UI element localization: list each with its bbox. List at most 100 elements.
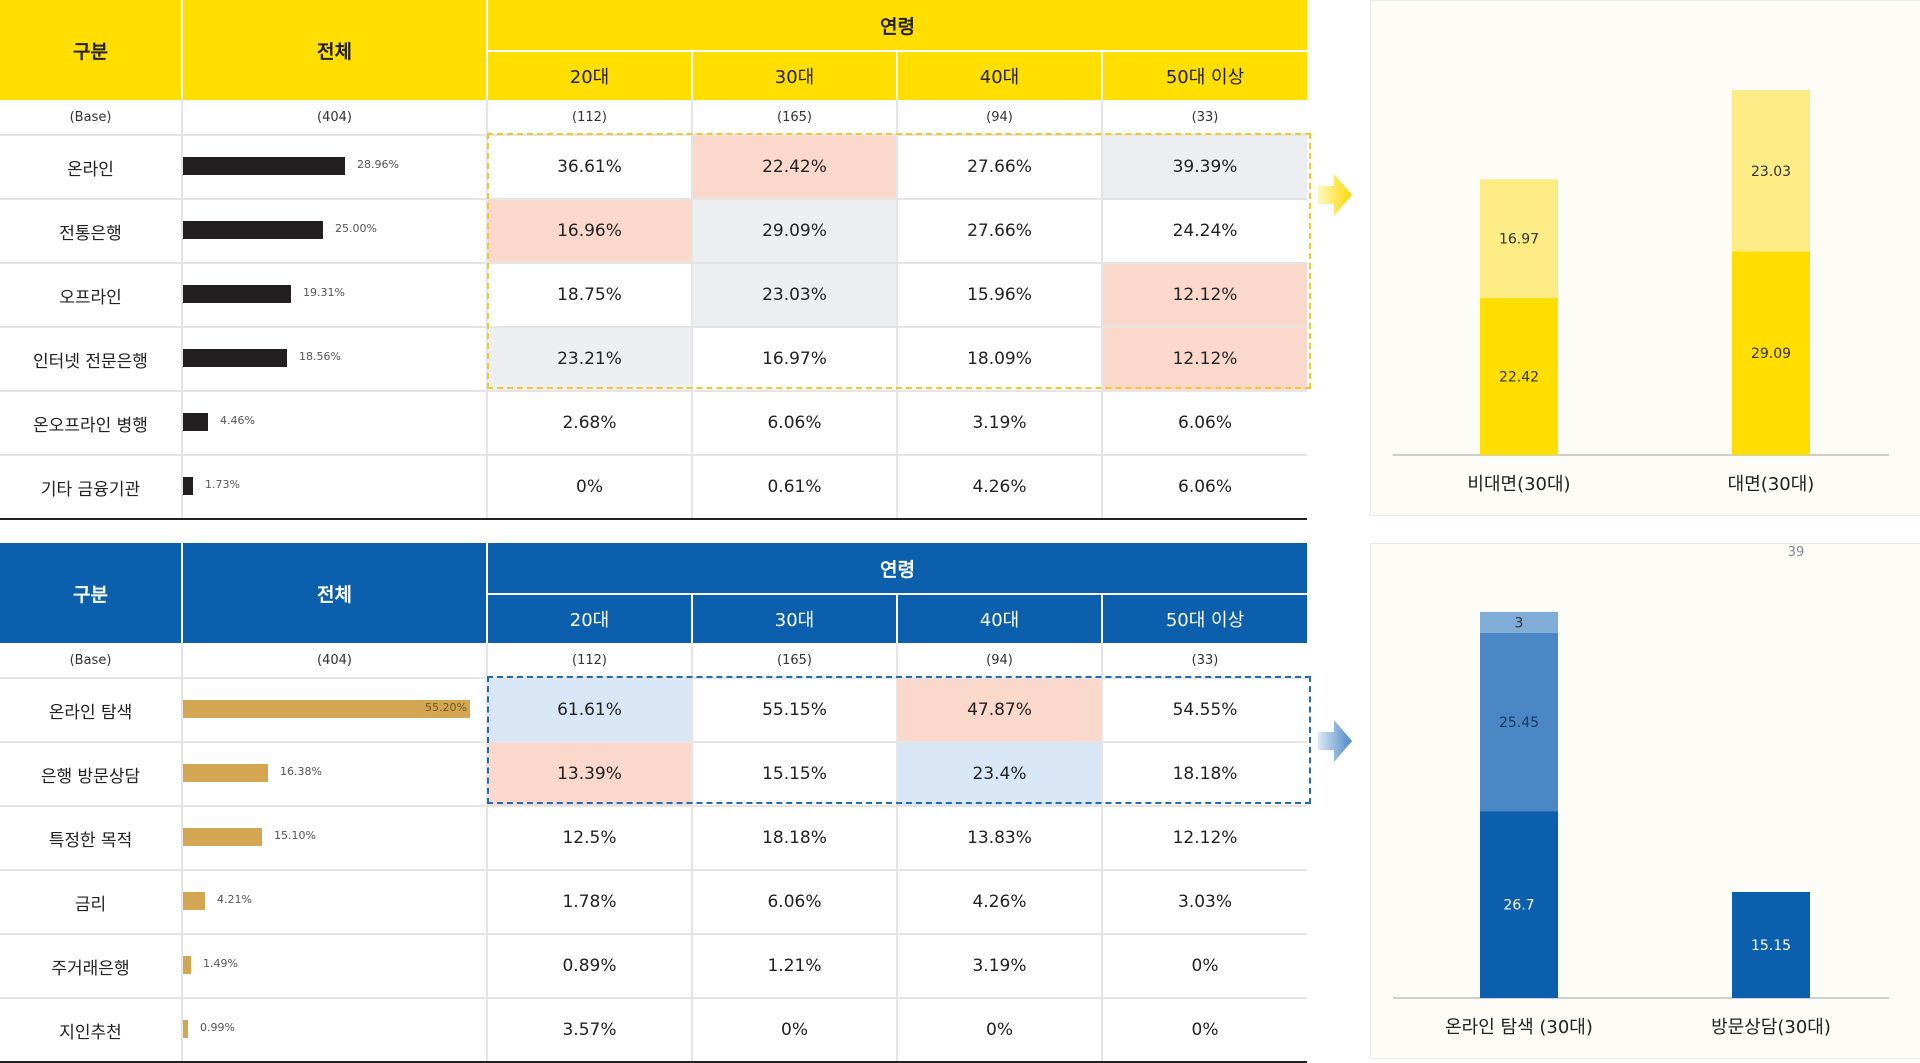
age-cell: 13.39% bbox=[486, 742, 692, 807]
age-cell: 0.89% bbox=[486, 934, 692, 999]
total-bar-value: 1.49% bbox=[203, 957, 238, 970]
total-bar bbox=[183, 764, 268, 782]
header-age-group: 연령 bbox=[487, 543, 1308, 594]
total-bar-cell: 1.49% bbox=[181, 934, 487, 999]
table-row: 기타 금융기관 1.73% 0% 0.61% 4.26% 6.06% bbox=[0, 455, 1308, 520]
total-bar-cell: 1.73% bbox=[181, 455, 487, 520]
base-50s-plus: (33) bbox=[1100, 100, 1308, 136]
header-age-30s: 30대 bbox=[691, 50, 897, 100]
age-cell: 0% bbox=[486, 455, 692, 520]
age-cell: 55.15% bbox=[691, 678, 897, 743]
age-cell: 16.97% bbox=[691, 327, 897, 392]
age-cell: 0% bbox=[1100, 934, 1308, 999]
total-bar-value: 1.73% bbox=[205, 478, 240, 491]
age-cell: 39.39% bbox=[1100, 135, 1308, 200]
age-cell: 6.06% bbox=[1100, 391, 1308, 456]
base-row: (Base) (404) (112) (165) (94) (33) bbox=[0, 643, 1308, 679]
total-bar-value: 0.99% bbox=[200, 1021, 235, 1034]
total-bar-value: 4.46% bbox=[220, 414, 255, 427]
age-cell: 12.12% bbox=[1100, 806, 1308, 871]
base-40s: (94) bbox=[896, 643, 1102, 679]
total-bar bbox=[183, 892, 205, 910]
bar-value-label: 29.09 bbox=[1751, 346, 1791, 362]
table-row: 온라인 탐색 55.20% 61.61% 55.15% 47.87% 54.55% bbox=[0, 678, 1308, 743]
total-bar-cell: 55.20% bbox=[181, 678, 487, 743]
category-label: 온라인 탐색 (30대) bbox=[1445, 1017, 1593, 1038]
age-cell: 23.4% bbox=[896, 742, 1102, 807]
stacked-bar-chart-blue: 26.7 25.45 3 온라인 탐색 (30대) 15.15 방문상담(30대) 39 bbox=[1393, 545, 1889, 1038]
header-category: 구분 bbox=[0, 543, 183, 643]
header-age-50s-plus: 50대 이상 bbox=[1100, 593, 1308, 643]
age-cell: 27.66% bbox=[896, 135, 1102, 200]
age-cell: 6.06% bbox=[691, 870, 897, 935]
base-40s: (94) bbox=[896, 100, 1102, 136]
age-cell: 15.96% bbox=[896, 263, 1102, 328]
table-row: 온오프라인 병행 4.46% 2.68% 6.06% 3.19% 6.06% bbox=[0, 391, 1308, 456]
base-total: (404) bbox=[181, 100, 487, 136]
age-cell: 18.18% bbox=[691, 806, 897, 871]
age-cell: 24.24% bbox=[1100, 199, 1308, 264]
row-label: 기타 금융기관 bbox=[0, 455, 182, 520]
total-bar-cell: 4.21% bbox=[181, 870, 487, 935]
age-cell: 15.15% bbox=[691, 742, 897, 807]
total-bar-value: 18.56% bbox=[299, 350, 341, 363]
age-cell: 3.19% bbox=[896, 391, 1102, 456]
bar-segment bbox=[1732, 891, 1810, 998]
total-bar bbox=[183, 413, 208, 431]
bar-segment bbox=[1480, 611, 1558, 633]
base-label: (Base) bbox=[0, 100, 182, 136]
right-arrow-icon bbox=[1318, 720, 1352, 762]
age-cell: 12.12% bbox=[1100, 327, 1308, 392]
age-cell: 1.78% bbox=[486, 870, 692, 935]
table-row: 특정한 목적 15.10% 12.5% 18.18% 13.83% 12.12% bbox=[0, 806, 1308, 871]
row-label: 지인추천 bbox=[0, 998, 182, 1063]
age-cell: 18.75% bbox=[486, 263, 692, 328]
total-bar-value: 4.21% bbox=[217, 893, 252, 906]
header-category: 구분 bbox=[0, 0, 183, 100]
row-label: 인터넷 전문은행 bbox=[0, 327, 182, 392]
base-20s: (112) bbox=[486, 643, 692, 679]
age-cell: 0% bbox=[896, 998, 1102, 1063]
age-cell: 6.06% bbox=[691, 391, 897, 456]
age-cell: 3.19% bbox=[896, 934, 1102, 999]
age-cell: 12.12% bbox=[1100, 263, 1308, 328]
total-bar-cell: 4.46% bbox=[181, 391, 487, 456]
total-bar bbox=[183, 221, 323, 239]
bar-value-label: 22.42 bbox=[1499, 370, 1539, 386]
table-row: 전통은행 25.00% 16.96% 29.09% 27.66% 24.24% bbox=[0, 199, 1308, 264]
age-cell: 4.26% bbox=[896, 455, 1102, 520]
age-cell: 4.26% bbox=[896, 870, 1102, 935]
age-cell: 47.87% bbox=[896, 678, 1102, 743]
total-bar-cell: 15.10% bbox=[181, 806, 487, 871]
base-20s: (112) bbox=[486, 100, 692, 136]
total-bar bbox=[183, 285, 291, 303]
header-age-50s-plus: 50대 이상 bbox=[1100, 50, 1308, 100]
total-bar-value: 19.31% bbox=[303, 286, 345, 299]
age-cell: 54.55% bbox=[1100, 678, 1308, 743]
row-label: 금리 bbox=[0, 870, 182, 935]
header-age-40s: 40대 bbox=[896, 50, 1102, 100]
header-total: 전체 bbox=[182, 543, 488, 643]
age-cell: 18.18% bbox=[1100, 742, 1308, 807]
bar-value-label: 26.7 bbox=[1503, 898, 1534, 914]
bar-value-label: 25.45 bbox=[1499, 715, 1539, 731]
base-label: (Base) bbox=[0, 643, 182, 679]
channel-preference-table: 구분 전체 연령 20대 30대 40대 50대 이상 (Base) (404)… bbox=[0, 0, 1308, 520]
stacked-bar-chart-yellow: 22.42 16.97 비대면(30대) 29.09 23.03 대면(30대) bbox=[1393, 90, 1889, 495]
total-bar-value: 15.10% bbox=[274, 829, 316, 842]
search-visit-chart-panel: 26.7 25.45 3 온라인 탐색 (30대) 15.15 방문상담(30대) 39 bbox=[1370, 543, 1920, 1059]
base-total: (404) bbox=[181, 643, 487, 679]
bar-value-label: 23.03 bbox=[1751, 164, 1791, 180]
row-label: 온라인 탐색 bbox=[0, 678, 182, 743]
total-bar-value: 16.38% bbox=[280, 765, 322, 778]
base-30s: (165) bbox=[691, 643, 897, 679]
header-age-30s: 30대 bbox=[691, 593, 897, 643]
table-row: 금리 4.21% 1.78% 6.06% 4.26% 3.03% bbox=[0, 870, 1308, 935]
total-bar-cell: 25.00% bbox=[181, 199, 487, 264]
total-bar-cell: 19.31% bbox=[181, 263, 487, 328]
base-row: (Base) (404) (112) (165) (94) (33) bbox=[0, 100, 1308, 136]
age-cell: 0% bbox=[1100, 998, 1308, 1063]
age-cell: 1.21% bbox=[691, 934, 897, 999]
table-row: 인터넷 전문은행 18.56% 23.21% 16.97% 18.09% 12.12% bbox=[0, 327, 1308, 392]
age-cell: 61.61% bbox=[486, 678, 692, 743]
